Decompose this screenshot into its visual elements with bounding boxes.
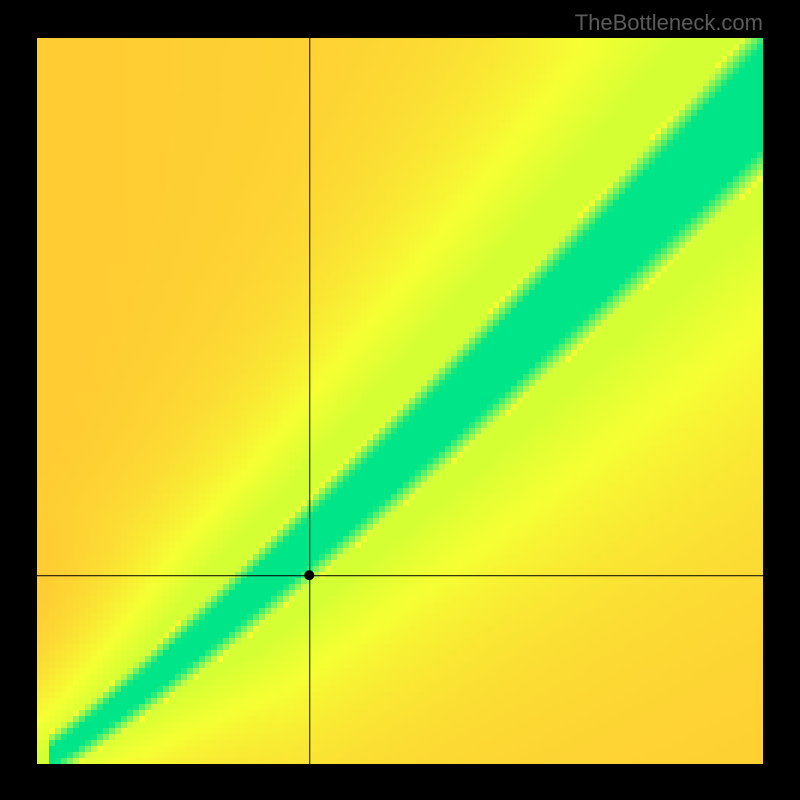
chart-container: TheBottleneck.com <box>0 0 800 800</box>
bottleneck-heatmap <box>37 38 763 764</box>
watermark-text: TheBottleneck.com <box>575 10 763 36</box>
